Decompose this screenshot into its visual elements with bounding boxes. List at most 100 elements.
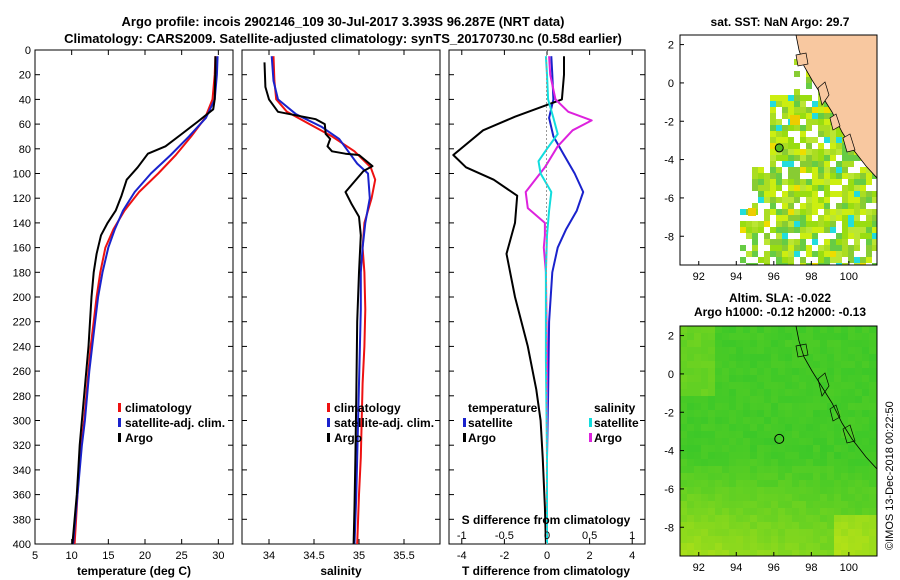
sla-cell [771, 333, 778, 340]
sla-cell [862, 396, 869, 403]
sst-cell [812, 179, 818, 185]
salinity-series [263, 56, 377, 545]
sst-cell [782, 233, 788, 239]
sla-cell [785, 403, 792, 410]
sst-cell [872, 197, 877, 203]
sst-cell [818, 167, 824, 173]
sst-cell [806, 119, 812, 125]
map-x-tick-label: 98 [805, 562, 817, 574]
x2-tick-label: -1 [457, 530, 467, 542]
sla-cell [694, 459, 701, 466]
sst-cell [788, 227, 794, 233]
sla-cell [708, 445, 715, 452]
sla-cell [785, 515, 792, 522]
legend-label-s-satellite: satellite [594, 416, 639, 430]
sla-cell [820, 515, 827, 522]
sla-cell [792, 438, 799, 445]
sla-cell [771, 494, 778, 501]
sla-cell [722, 389, 729, 396]
sla-cell [813, 431, 820, 438]
sla-cell [799, 466, 806, 473]
sla-cell [806, 417, 813, 424]
sla-cell [736, 459, 743, 466]
sla-cell [736, 417, 743, 424]
sla-cell [841, 543, 848, 550]
sla-cell [680, 417, 687, 424]
sla-cell [834, 543, 841, 550]
sla-cell [827, 389, 834, 396]
sst-cell [806, 233, 812, 239]
sst-cell [842, 191, 848, 197]
sst-cell [824, 119, 830, 125]
sst-cell [824, 221, 830, 227]
sla-cell [694, 333, 701, 340]
sla-cell [855, 501, 862, 508]
sst-map-frame [679, 34, 878, 266]
sla-cell [827, 487, 834, 494]
sst-cell [764, 257, 770, 263]
sla-cell [757, 431, 764, 438]
sla-cell [750, 466, 757, 473]
sla-cell [701, 480, 708, 487]
sst-cell [848, 161, 854, 167]
legend-label-argo: Argo [125, 431, 153, 445]
sla-cell [785, 389, 792, 396]
sla-cell [715, 333, 722, 340]
sst-cell [866, 215, 872, 221]
sla-cell [841, 501, 848, 508]
salinity-plot-frame [241, 49, 441, 545]
sst-cell [866, 221, 872, 227]
sla-cell [778, 487, 785, 494]
sla-cell [750, 501, 757, 508]
sst-cell [812, 119, 818, 125]
sla-cell [813, 466, 820, 473]
sla-cell [729, 424, 736, 431]
sla-cell [869, 494, 876, 501]
sla-cell [806, 536, 813, 543]
sla-cell [848, 529, 855, 536]
sla-cell [736, 375, 743, 382]
sst-cell [788, 155, 794, 161]
depth-tick-label: 400 [13, 539, 31, 551]
sla-cell [729, 466, 736, 473]
sst-cell [800, 221, 806, 227]
sla-cell [813, 424, 820, 431]
sla-cell [806, 382, 813, 389]
sla-cell [841, 536, 848, 543]
sla-map-axes: 92 94 96 98 100 2 0 -2 -4 -6 -8 [664, 331, 858, 574]
sla-cell [806, 438, 813, 445]
sla-cell [792, 417, 799, 424]
sla-cell [750, 508, 757, 515]
sst-cell [764, 239, 770, 245]
sla-cell [813, 543, 820, 550]
sst-cell [800, 101, 806, 107]
sla-cell [694, 550, 701, 556]
sla-map-title: Altim. SLA: -0.022 [729, 291, 831, 305]
sla-cell [750, 487, 757, 494]
sla-cell [841, 389, 848, 396]
sla-cell [715, 396, 722, 403]
sla-cell [778, 501, 785, 508]
sla-cell [806, 515, 813, 522]
sst-cell [770, 137, 776, 143]
sla-cell [792, 389, 799, 396]
sla-cell [722, 354, 729, 361]
sst-cell [836, 125, 842, 131]
sst-cell [830, 155, 836, 161]
sst-cell [860, 209, 866, 215]
series-line-satellite-adj-clim [72, 56, 219, 545]
sla-cell [778, 536, 785, 543]
sst-cell [860, 185, 866, 191]
sla-cell [694, 536, 701, 543]
sst-cell [806, 143, 812, 149]
sla-cell [841, 438, 848, 445]
sla-cell [820, 466, 827, 473]
depth-tick-label: 20 [19, 70, 31, 82]
sla-cell [743, 494, 750, 501]
sla-cell [813, 459, 820, 466]
sst-cell [782, 143, 788, 149]
sla-cell [841, 466, 848, 473]
sla-cell [708, 354, 715, 361]
sla-cell [736, 522, 743, 529]
sst-cell [830, 131, 836, 137]
